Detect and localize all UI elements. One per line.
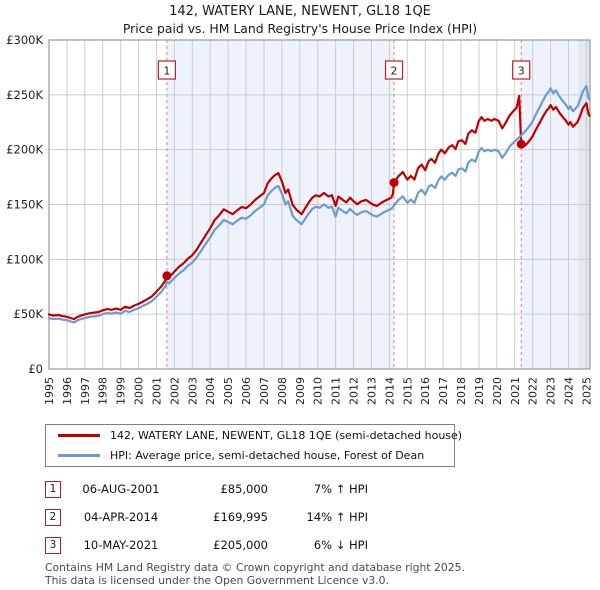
x-axis-label: 2024 (563, 377, 576, 405)
x-axis-label: 2012 (348, 377, 361, 405)
footer-line-1: Contains HM Land Registry data © Crown c… (45, 561, 465, 574)
legend-item-hpi: HPI: Average price, semi-detached house,… (46, 446, 454, 466)
sale-3-price: £205,000 (213, 538, 268, 552)
x-axis-label: 2015 (401, 377, 414, 405)
sale-1-date: 06-AUG-2001 (82, 482, 160, 496)
x-axis-label: 2021 (509, 377, 522, 405)
sale-1-hpi-delta: 7% ↑ HPI (313, 482, 368, 496)
x-axis-label: 2009 (294, 377, 307, 405)
sale-1-badge: 1 (45, 480, 61, 498)
sale-2-hpi-delta: 14% ↑ HPI (306, 510, 368, 524)
y-axis-label: £300K (6, 33, 43, 47)
x-axis-label: 2025 (580, 377, 593, 405)
y-axis-label: £50K (14, 307, 44, 321)
sale-row-3: 3 10-MAY-2021 £205,000 6% ↓ HPI (45, 531, 375, 559)
sale-badge-number-3: 3 (518, 65, 525, 78)
x-axis-label: 1996 (61, 377, 74, 405)
x-axis-label: 2017 (437, 377, 450, 405)
sale-marker-2 (389, 178, 399, 188)
x-axis-label: 2019 (473, 377, 486, 405)
x-axis-label: 2022 (527, 377, 540, 405)
x-axis-label: 2016 (419, 377, 432, 405)
sale-row-1: 1 06-AUG-2001 £85,000 7% ↑ HPI (45, 475, 375, 503)
x-axis-label: 1999 (115, 377, 128, 405)
sale-badge-box-2 (384, 60, 404, 80)
sale-badge-number-2: 2 (391, 65, 398, 78)
y-axis-label: £200K (6, 143, 43, 157)
sale-2-badge: 2 (45, 508, 61, 526)
chart-legend: 142, WATERY LANE, NEWENT, GL18 1QE (semi… (45, 424, 462, 467)
x-axis-label: 1995 (43, 377, 56, 405)
sale-marker-3 (516, 139, 526, 149)
sale-marker-1 (162, 271, 172, 281)
x-axis-label: 2006 (240, 377, 253, 405)
x-axis-label: 2023 (545, 377, 558, 405)
x-axis-label: 2007 (258, 377, 271, 405)
x-axis-label: 2008 (276, 377, 289, 405)
y-axis-label: £100K (6, 252, 43, 266)
legend-label: HPI: Average price, semi-detached house,… (110, 449, 425, 462)
x-axis-label: 2014 (383, 377, 396, 405)
sale-1-price: £85,000 (220, 482, 268, 496)
x-axis-label: 1998 (97, 377, 110, 405)
sale-row-2: 2 04-APR-2014 £169,995 14% ↑ HPI (45, 503, 375, 531)
x-axis-label: 1997 (79, 377, 92, 405)
y-axis-label: £0 (28, 362, 43, 376)
x-axis-label: 2003 (186, 377, 199, 405)
x-axis-label: 2005 (222, 377, 235, 405)
sale-badge-number-1: 1 (163, 65, 170, 78)
x-axis-label: 2002 (168, 377, 181, 405)
license-footer: Contains HM Land Registry data © Crown c… (45, 561, 465, 587)
legend-item-price-paid: 142, WATERY LANE, NEWENT, GL18 1QE (semi… (46, 426, 462, 446)
sales-table: 1 06-AUG-2001 £85,000 7% ↑ HPI 2 04-APR-… (45, 475, 375, 559)
sale-2-date: 04-APR-2014 (83, 510, 159, 524)
footer-line-2: This data is licensed under the Open Gov… (45, 574, 389, 588)
y-axis-label: £150K (6, 198, 43, 212)
sale-badge-box-1 (157, 60, 176, 80)
sale-3-hpi-delta: 6% ↓ HPI (313, 538, 368, 552)
price-paid-line (47, 94, 591, 321)
hpi-line-swatch (58, 454, 100, 457)
y-axis-label: £250K (6, 88, 43, 102)
x-axis-label: 2000 (133, 377, 146, 405)
page-subtitle: Price paid vs. HM Land Registry's House … (122, 21, 478, 36)
sale-3-date: 10-MAY-2021 (83, 538, 159, 552)
sale-2-price: £169,995 (213, 510, 268, 524)
sale-badge-box-3 (512, 60, 531, 80)
x-axis-label: 2013 (365, 377, 378, 405)
x-axis-label: 2001 (150, 377, 163, 405)
plot-border (48, 39, 591, 370)
x-axis-label: 2020 (491, 377, 504, 405)
page-title: 142, WATERY LANE, NEWENT, GL18 1QE (169, 4, 431, 19)
price-history-chart: £0 £50K £100K £150K £200K £250K £300K 1995 1996 1… (6, 33, 593, 405)
sale-3-badge: 3 (45, 536, 61, 554)
price-line-swatch (58, 434, 100, 437)
legend-label: 142, WATERY LANE, NEWENT, GL18 1QE (semi… (110, 429, 463, 442)
x-axis-label: 2010 (312, 377, 325, 405)
x-axis-label: 2018 (455, 377, 468, 405)
x-axis-label: 2011 (330, 377, 343, 405)
hpi-line (47, 84, 591, 324)
x-axis-label: 2004 (204, 377, 217, 405)
